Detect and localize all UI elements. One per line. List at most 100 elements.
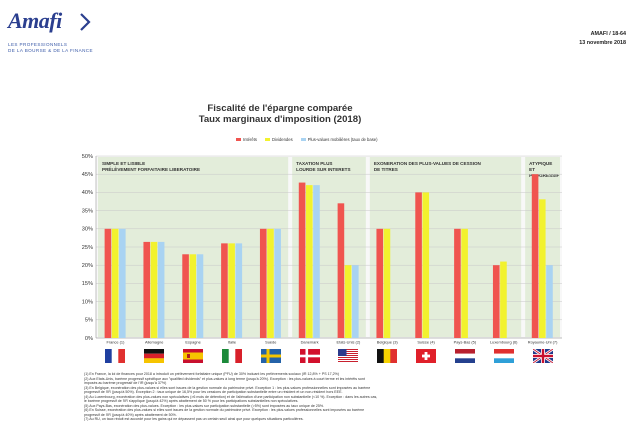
- bar: [305, 185, 313, 338]
- y-tick-label: 20%: [82, 263, 93, 269]
- y-tick-label: 45%: [82, 172, 93, 178]
- logo-tagline-line: LES PROFESSIONNELS: [8, 42, 68, 47]
- bar: [119, 228, 126, 338]
- x-tick-label: Belgique (3): [377, 340, 399, 345]
- bar: [500, 261, 507, 338]
- bar: [111, 228, 119, 338]
- germany-flag-icon: [144, 349, 165, 363]
- bar: [383, 228, 391, 338]
- y-tick-label: 40%: [82, 190, 93, 196]
- footnote: (1) En France, la loi de finances pour 2…: [84, 372, 339, 376]
- legend-item: Plus-values mobilières (taux de base): [300, 137, 378, 142]
- bar: [267, 228, 274, 338]
- usa-flag-icon: [338, 349, 359, 363]
- logo-chevron-icon: [80, 13, 91, 31]
- footnote: progressif de l'IR (jusqu'à 40%) après a…: [84, 412, 177, 417]
- y-tick-label: 0%: [85, 336, 93, 342]
- zone-label: TAXATION PLUS: [296, 161, 332, 166]
- logo-tagline: LES PROFESSIONNELS DE LA BOURSE & DE LA …: [8, 42, 93, 54]
- legend-label: Dividendes: [271, 137, 293, 142]
- zone-label: ATYPIQUE: [529, 161, 552, 166]
- bar: [298, 182, 306, 338]
- bar: [461, 228, 468, 338]
- denmark-flag-icon: [299, 349, 320, 363]
- bar: [274, 228, 281, 338]
- bar: [104, 228, 112, 338]
- legend-item: Dividendes: [264, 137, 293, 142]
- footnote: (2) Aux Etats-Unis, barème progressif sp…: [84, 376, 365, 381]
- x-tick-label: Allemagne: [145, 340, 163, 345]
- y-tick-label: 15%: [82, 281, 93, 287]
- footnote: (4) Au Luxembourg, exonération des plus-…: [84, 394, 378, 399]
- bar: [157, 241, 165, 338]
- document-reference: AMAFI / 18-64 13 novembre 2018: [579, 30, 626, 48]
- legend-swatch: [300, 138, 306, 141]
- x-tick-label: Suisse (4): [417, 340, 435, 345]
- belgium-flag-icon: [377, 349, 398, 363]
- footnote: imposés au barème progressif de l'IR (ju…: [84, 381, 167, 385]
- x-tick-label: Espagne: [185, 340, 200, 345]
- zone-label: DE TITRES: [374, 167, 398, 172]
- x-tick-label: Danemark: [301, 340, 319, 345]
- y-tick-label: 10%: [82, 299, 93, 305]
- chart-title: Fiscalité de l'épargne comparée: [207, 103, 353, 114]
- footnote: (5) Aux Pays-Bas, exonération des plus-v…: [84, 403, 325, 408]
- logo-wordmark: Amafi: [8, 8, 62, 33]
- y-tick-label: 25%: [82, 245, 93, 251]
- bar: [352, 265, 359, 338]
- bar: [189, 254, 197, 338]
- bar: [415, 192, 422, 338]
- netherlands-flag-icon: [454, 349, 475, 363]
- bar: [337, 203, 345, 338]
- bar: [143, 241, 151, 338]
- bar: [313, 185, 320, 338]
- y-tick-label: 35%: [82, 208, 93, 214]
- france-flag-icon: [105, 349, 126, 363]
- bar: [422, 192, 430, 338]
- legend-swatch: [236, 138, 241, 141]
- uk-flag-icon: [531, 347, 554, 365]
- legend-swatch: [264, 138, 270, 141]
- zone-label: EXONERATION DES PLUS-VALUES DE CESSION: [374, 161, 482, 166]
- chart-subtitle: Taux marginaux d'imposition (2018): [198, 114, 362, 125]
- spain-flag-icon: [183, 349, 204, 363]
- bar: [221, 243, 228, 338]
- bar: [259, 228, 267, 338]
- sweden-flag-icon: [260, 349, 281, 363]
- x-tick-label: Italie: [228, 340, 236, 345]
- footnotes: (1) En France, la loi de finances pour 2…: [84, 372, 604, 422]
- reference-date: 13 novembre 2018: [579, 40, 626, 46]
- footnote: (7) Au RU, un taux réduit est accordé po…: [84, 417, 304, 421]
- x-tick-label: Pays-Bas (5): [454, 340, 477, 345]
- x-tick-label: Luxembourg (6): [490, 340, 518, 345]
- legend-label: Intérêts: [243, 137, 257, 142]
- zone-label: ET: [529, 167, 535, 172]
- x-tick-label: Suède: [265, 340, 276, 345]
- amafi-logo: Amafi LES PROFESSIONNELS DE LA BOURSE & …: [8, 8, 118, 60]
- zone-label: SIMPLE ET LISIBLE: [102, 161, 145, 166]
- logo-tagline-line: DE LA BOURSE & DE LA FINANCE: [8, 48, 93, 53]
- bar: [235, 243, 243, 338]
- bar: [182, 254, 189, 338]
- zone-label: PROGRESSIF: [529, 173, 559, 178]
- y-tick-label: 30%: [82, 227, 93, 233]
- footnote: le barème progressif de l'IR s'applique …: [84, 399, 299, 403]
- bar: [228, 243, 235, 338]
- legend-label: Plus-values mobilières (taux de base): [307, 137, 378, 142]
- bar: [538, 199, 546, 338]
- x-tick-label: Etats-Unis (2): [337, 340, 361, 345]
- legend-item: Intérêts: [236, 137, 257, 142]
- luxembourg-flag-icon: [493, 349, 514, 363]
- footnote: (3) En Belgique, exonération des plus-va…: [84, 385, 371, 390]
- footnote: (6) En Suisse, exonération des plus-valu…: [84, 408, 365, 412]
- chart-legend: Intérêts Dividendes Plus-values mobilièr…: [236, 137, 378, 142]
- italy-flag-icon: [221, 349, 242, 363]
- zone-label: PRÉLÈVEMENT FORFAITAIRE LIBERATOIRE: [102, 165, 200, 172]
- chart-title-block: Fiscalité de l'épargne comparée Taux mar…: [0, 103, 560, 125]
- y-tick-label: 5%: [85, 318, 93, 324]
- bar: [376, 228, 384, 338]
- bar: [454, 228, 461, 338]
- bar: [196, 254, 204, 338]
- x-tick-label: Royaume-Uni (7): [528, 340, 558, 345]
